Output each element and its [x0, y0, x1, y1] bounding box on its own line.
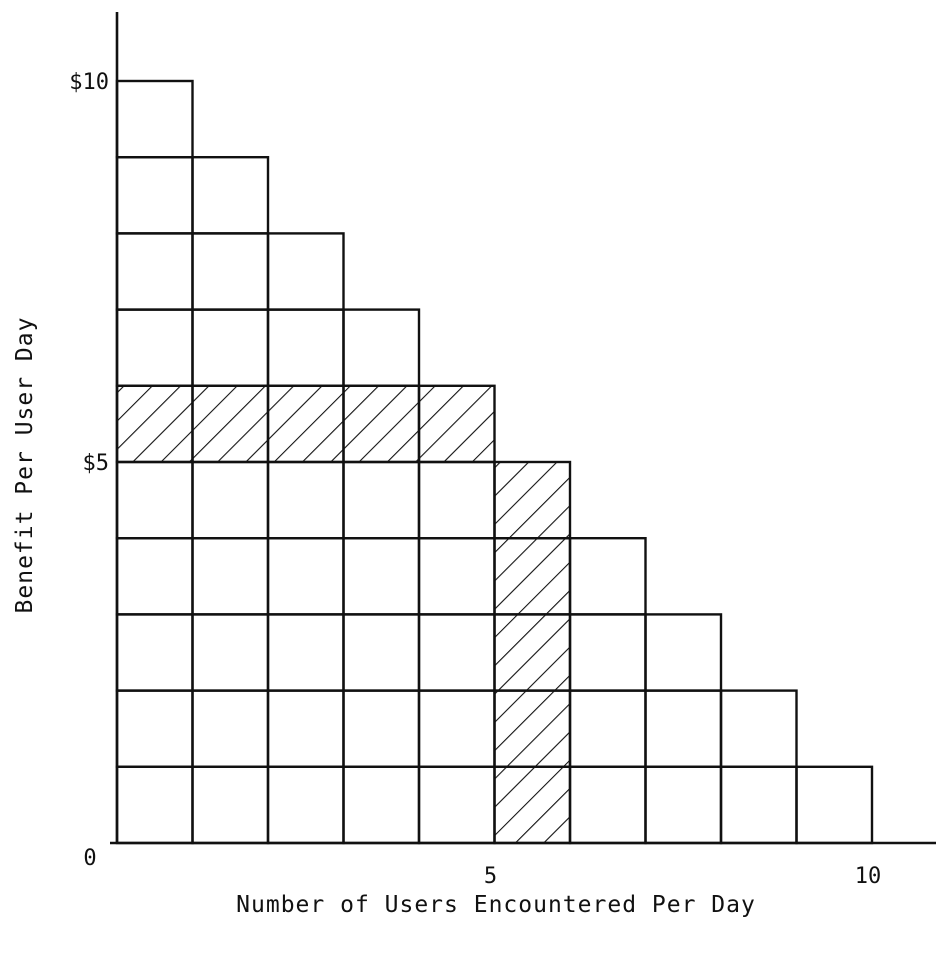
block [115, 308, 194, 388]
block [191, 232, 270, 311]
hatched-block [493, 765, 572, 845]
block [191, 613, 270, 692]
x-tick-label: 10 [855, 864, 882, 889]
y-axis-title: Benefit Per User Day [12, 317, 38, 614]
block [795, 765, 874, 845]
block [568, 689, 647, 768]
block [644, 613, 723, 692]
block [719, 689, 798, 768]
block [568, 537, 647, 616]
block [191, 537, 270, 616]
block [342, 689, 421, 768]
block [417, 765, 496, 845]
block [342, 460, 421, 540]
block [266, 232, 345, 311]
block [266, 689, 345, 768]
y-tick-label: $10 [69, 70, 109, 95]
block [115, 537, 194, 616]
block [417, 537, 496, 616]
block-grid [115, 79, 874, 845]
block [191, 155, 270, 235]
block [115, 232, 194, 311]
block [266, 537, 345, 616]
tick-labels: 0 5 10 $5 $10 [69, 70, 881, 889]
block [342, 537, 421, 616]
block [342, 765, 421, 845]
hatched-block [342, 384, 421, 464]
hatched-block [493, 537, 572, 616]
block [266, 765, 345, 845]
block [342, 308, 421, 388]
block [191, 765, 270, 845]
hatched-block [417, 384, 496, 464]
hatched-block [115, 384, 194, 464]
block [115, 613, 194, 692]
block [266, 308, 345, 388]
y-tick-label: $5 [83, 451, 110, 476]
hatched-block [493, 689, 572, 768]
block [644, 689, 723, 768]
block [191, 308, 270, 388]
block [719, 765, 798, 845]
block [115, 155, 194, 235]
x-tick-label: 5 [484, 864, 497, 889]
block [417, 689, 496, 768]
x-tick-label: 0 [83, 846, 96, 871]
block [191, 689, 270, 768]
block [115, 765, 194, 845]
block [115, 689, 194, 768]
block [342, 613, 421, 692]
block [266, 460, 345, 540]
axes [110, 12, 936, 845]
block [417, 613, 496, 692]
hatched-block [191, 384, 270, 464]
hatched-block [493, 613, 572, 692]
hatched-block [493, 460, 572, 540]
block [644, 765, 723, 845]
block [266, 613, 345, 692]
block [115, 460, 194, 540]
hatched-block [266, 384, 345, 464]
block [417, 460, 496, 540]
block [191, 460, 270, 540]
block [115, 79, 194, 159]
block [568, 613, 647, 692]
x-axis-title: Number of Users Encountered Per Day [236, 892, 756, 918]
block [568, 765, 647, 845]
